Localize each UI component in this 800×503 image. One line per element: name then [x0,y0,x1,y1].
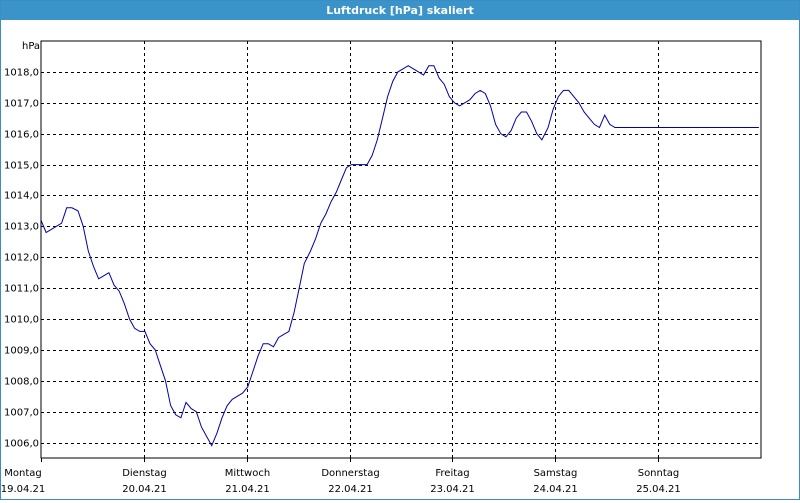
y-tick-label: 1012,0 [4,253,39,264]
y-tick-label: 1013,0 [4,222,39,233]
x-tick-weekday: Samstag [534,468,578,479]
x-tick-date: 25.04.21 [636,484,681,495]
y-tick-label: 1007,0 [4,408,39,419]
x-tick-date: 20.04.21 [122,484,167,495]
x-tick-weekday: Sonntag [638,468,680,479]
y-tick-label: 1009,0 [4,346,39,357]
x-tick-weekday: Mittwoch [225,468,270,479]
x-tick-date: 23.04.21 [430,484,475,495]
y-tick-label: 1017,0 [4,99,39,110]
x-tick-weekday: Montag [4,468,41,479]
y-tick-label: 1015,0 [4,161,39,172]
y-tick-label: 1018,0 [4,68,39,79]
x-tick-weekday: Freitag [435,468,469,479]
pressure-series-line [40,65,759,447]
plot-area: hPa 1006,0 1007,0 1008,0 1009,0 1010,0 1011,0… [1,20,799,499]
y-unit-label: hPa [22,41,40,52]
x-tick-date: 24.04.21 [533,484,578,495]
y-tick-label: 1016,0 [4,130,39,141]
y-tick-label: 1014,0 [4,191,39,202]
y-tick-label: 1011,0 [4,284,39,295]
x-tick-weekday: Donnerstag [321,468,379,479]
x-tick-date: 19.04.21 [1,484,45,495]
x-tick-weekday: Dienstag [122,468,167,479]
grid [41,41,761,458]
x-tick-date: 21.04.21 [225,484,270,495]
plot-frame [40,40,762,459]
chart-title: Luftdruck [hPa] skaliert [1,1,799,20]
y-tick-label: 1008,0 [4,377,39,388]
y-tick-label: 1010,0 [4,315,39,326]
x-tick-date: 22.04.21 [328,484,373,495]
y-tick-labels: 1006,0 1007,0 1008,0 1009,0 1010,0 1011,0 1012… [4,68,39,450]
pressure-chart: hPa 1006,0 1007,0 1008,0 1009,0 1010,0 1011,0… [1,40,762,495]
y-tick-label: 1006,0 [4,439,39,450]
x-tick-labels: Montag 19.04.21 Dienstag 20.04.21 Mittwoch 21… [1,458,681,495]
